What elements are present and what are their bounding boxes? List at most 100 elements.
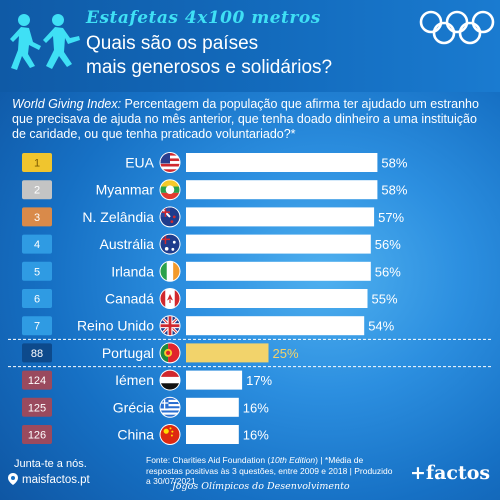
- value-label: 16%: [243, 428, 269, 443]
- flag-myanmar-icon: [159, 179, 181, 201]
- source-prefix: Fonte: Charities Aid Foundation (: [146, 455, 271, 465]
- chart-row: 5 Irlanda 56%: [22, 260, 401, 282]
- flag-body: [160, 153, 180, 172]
- flag-canton: [160, 153, 170, 164]
- rank-badge: [22, 397, 52, 417]
- rank-badge: [22, 343, 52, 363]
- value-label: 54%: [368, 319, 394, 334]
- flag-cross: [160, 238, 170, 241]
- flag-star: [170, 220, 174, 224]
- source-edition: 10th Edition: [270, 455, 316, 465]
- rank-label: 4: [34, 239, 40, 251]
- flag-star: [171, 247, 175, 251]
- flag-stripe: [160, 397, 180, 400]
- flag-stripe: [160, 404, 180, 407]
- flag-body: [160, 316, 180, 336]
- flag-body: [160, 370, 180, 390]
- category-label: Iémen: [115, 372, 154, 388]
- value-label: 16%: [243, 400, 269, 415]
- flag-band: [160, 370, 180, 377]
- rank-badge: [22, 261, 52, 281]
- value-label: 58%: [381, 183, 407, 198]
- value-label: 55%: [372, 292, 398, 307]
- flag-band: [174, 289, 180, 308]
- rank-label: 3: [34, 212, 40, 224]
- subtitle-lead: World Giving Index:: [12, 97, 122, 111]
- bar: [186, 397, 239, 417]
- rank-badge: [22, 180, 52, 200]
- flag-stem: [169, 299, 171, 303]
- pin-icon: [8, 473, 18, 485]
- chart-row: 125 Grécia 16%: [22, 396, 269, 418]
- value-label: 17%: [246, 373, 272, 388]
- flag-band: [168, 343, 180, 363]
- chart-row: 88 Portugal 25%: [22, 342, 299, 364]
- join-text: Junta-te a nós.: [14, 458, 87, 470]
- flag-stripe: [160, 414, 180, 417]
- rank-badge: [22, 425, 52, 444]
- flag-band: [160, 180, 180, 187]
- flag-greece-icon: [159, 396, 181, 418]
- flag-field: [160, 234, 180, 254]
- bar: [186, 207, 375, 227]
- bar: [186, 289, 368, 308]
- flag-band: [173, 261, 180, 281]
- rank-label: 6: [34, 294, 40, 306]
- bar: [186, 425, 239, 444]
- flag-stripe: [160, 402, 180, 405]
- bar: [186, 343, 269, 363]
- games-caption: Jogos Olímpicos do Desenvolvimento: [172, 481, 350, 492]
- source-suffix: ) | *Média de respostas positivas às 3 q…: [146, 455, 393, 486]
- bar: [186, 316, 365, 336]
- flag-body: [160, 343, 180, 363]
- flag-body: [160, 234, 180, 254]
- bar: [186, 153, 378, 172]
- flag-yemen-icon: [159, 369, 181, 391]
- site-link[interactable]: maisfactos.pt: [22, 474, 90, 486]
- category-label: EUA: [125, 155, 154, 171]
- flag-band: [166, 261, 174, 281]
- flag-canada-icon: [159, 288, 181, 309]
- flag-body: [160, 180, 180, 200]
- flag-band: [160, 261, 167, 281]
- flag-star: [170, 434, 173, 437]
- flag-body: [160, 289, 180, 308]
- value-label: 56%: [375, 237, 401, 252]
- flag-star: [172, 215, 176, 219]
- category-label: China: [117, 427, 154, 443]
- flag-star: [163, 428, 169, 434]
- series-title: Estafetas 4x100 metros: [86, 8, 321, 28]
- category-label: Grécia: [113, 399, 154, 415]
- chart-row: 1 EUA 58%: [22, 152, 408, 173]
- flag-stripe: [160, 169, 180, 172]
- chart-row: 7 Reino Unido 54%: [22, 315, 395, 337]
- flag-star: [169, 427, 172, 430]
- chart-row: 124 Iémen 17%: [22, 369, 273, 391]
- flag-ireland-icon: [159, 260, 181, 282]
- rank-label: 126: [28, 430, 46, 442]
- flag-stripe: [160, 410, 180, 413]
- flag-shield: [166, 350, 171, 355]
- flag-uk-icon: [159, 315, 181, 337]
- flag-star: [172, 240, 176, 244]
- bar: [186, 234, 371, 254]
- flag-stripe: [160, 406, 180, 409]
- flag-usa-icon: [159, 152, 181, 173]
- flag-body: [160, 397, 180, 417]
- category-label: Reino Unido: [77, 318, 154, 334]
- category-label: Portugal: [102, 345, 154, 361]
- page-title-line-1: Quais são os países: [86, 33, 259, 54]
- bar: [186, 180, 378, 200]
- flag-cross: [160, 211, 170, 213]
- flag-band: [160, 289, 166, 308]
- rank-badge: [22, 234, 52, 254]
- rank-badge: [22, 153, 52, 172]
- category-label: Austrália: [100, 236, 155, 252]
- olympic-rings-icon: [419, 10, 495, 45]
- flag-china-icon: [159, 424, 181, 445]
- category-label: N. Zelândia: [82, 209, 154, 225]
- flag-cross: [160, 324, 180, 328]
- source-note: Fonte: Charities Aid Foundation (10th Ed…: [146, 455, 396, 487]
- rank-label: 2: [34, 185, 40, 197]
